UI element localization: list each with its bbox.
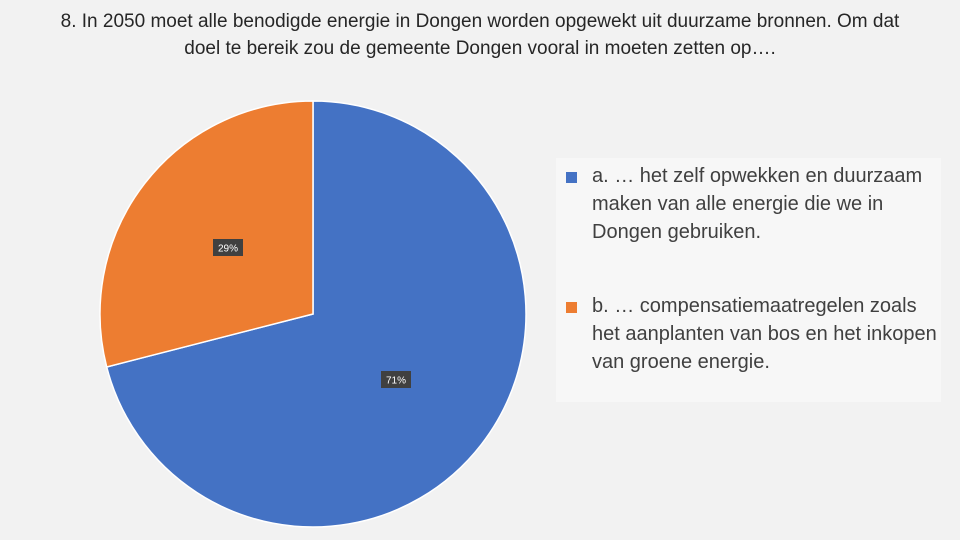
data-label-bg-a [381, 371, 411, 388]
legend-label-b: b. … compensatiemaatregelen zoals het aa… [592, 295, 937, 373]
pie-slice-a [105, 100, 527, 528]
legend-swatch-a [566, 172, 577, 183]
data-label-b: 29% [218, 244, 238, 255]
legend-swatch-b [566, 302, 577, 313]
legend: a. … het zelf opwekken en duurzaam maken… [556, 158, 941, 402]
legend-label-a: a. … het zelf opwekken en duurzaam maken… [592, 165, 923, 243]
pie-slice-b [99, 100, 314, 368]
data-label-bg-b [213, 239, 243, 256]
data-label-a: 71% [386, 376, 406, 387]
chart-title: 8. In 2050 moet alle benodigde energie i… [60, 11, 900, 59]
